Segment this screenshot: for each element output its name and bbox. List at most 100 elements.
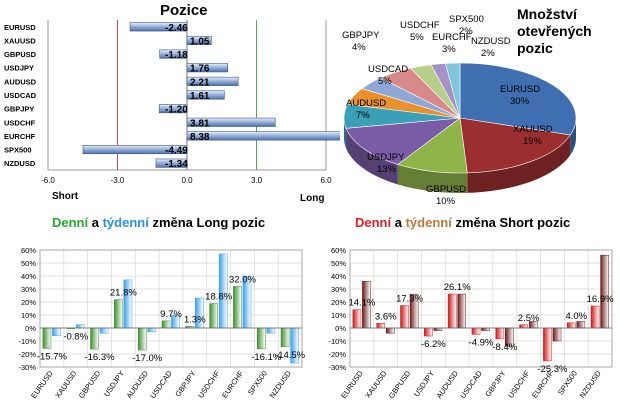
pie-slice-label: GBPUSD	[426, 184, 466, 195]
long-title-part: Denní	[52, 215, 89, 230]
positions-category-label: XAUUSD	[4, 36, 36, 45]
long-value-label: 32.0%	[229, 274, 256, 285]
pie-slice-pct: 7%	[356, 110, 370, 121]
positions-category-label: GBPJPY	[4, 105, 34, 114]
long-bar	[75, 324, 85, 329]
short-bar	[600, 254, 609, 329]
long-title-part: týdenní	[102, 215, 149, 230]
short-ytick-label: 20%	[331, 298, 346, 307]
positions-bar	[159, 49, 188, 59]
positions-tick-label: 3.0	[251, 176, 263, 185]
short-value-label: 2.5%	[518, 313, 540, 324]
positions-title: Pozice	[160, 2, 208, 19]
long-value-label: -14.5%	[275, 350, 306, 361]
long-ytick-label: 20%	[21, 298, 36, 307]
short-category-label: AUDUSD	[434, 369, 460, 401]
short-value-label: 3.6%	[375, 311, 397, 322]
long-change-title: Denní a týdenní změna Long pozic	[52, 215, 265, 230]
long-bar	[90, 327, 99, 350]
short-category-label: GBPJPY	[483, 369, 507, 398]
pie-slice-pct: 19%	[523, 136, 543, 147]
short-value-label: -4.9%	[469, 337, 494, 348]
pie-slice-label: USDCAD	[368, 64, 408, 75]
pie-slice	[459, 117, 571, 174]
short-value-label: -8.4%	[492, 342, 517, 353]
long-bar	[209, 303, 218, 329]
short-category-label: NZDUSD	[578, 369, 604, 400]
long-category-label: SPX500	[246, 369, 269, 397]
long-category-label: EURCHF	[220, 369, 246, 400]
short-category-label: USDCAD	[458, 369, 484, 401]
short-change-chart: 60% 50% 40% 30% 20% 10% 0% -10% -20% -30% 14.1% EUR…	[328, 246, 614, 401]
long-ytick-label: -10%	[18, 337, 36, 346]
pie-slice-pct: 13%	[377, 164, 397, 175]
short-value-label: 17.3%	[396, 294, 423, 305]
positions-category-label: AUDUSD	[4, 77, 37, 86]
short-bar	[566, 322, 576, 329]
positions-tick-label: -6.0	[41, 176, 55, 185]
pie-slice-label: XAUUSD	[513, 124, 553, 135]
positions-value-label: -2.46	[165, 23, 188, 34]
pie-slice	[459, 62, 577, 136]
positions-bar	[158, 104, 188, 114]
positions-bar	[129, 22, 188, 32]
short-ytick-label: -10%	[328, 337, 346, 346]
short-title-part: a	[391, 215, 406, 230]
pie-slice-pct: 2%	[459, 26, 473, 37]
pie-panel: Množství otevřených pozic EURUSD 30% XAUUS…	[330, 0, 620, 210]
positions-bar	[186, 90, 225, 100]
positions-value-label: 1.05	[190, 36, 210, 47]
long-ytick-label: 10%	[21, 311, 36, 320]
pie-slice-side	[344, 118, 347, 149]
short-ytick-label: 0%	[335, 324, 346, 333]
long-bar	[99, 327, 109, 334]
positions-value-label: -1.20	[165, 105, 188, 116]
positions-category-label: EURCHF	[4, 132, 36, 141]
short-change-title: Denní a týdenní změna Short pozic	[355, 215, 570, 230]
pie-slice-pct: 10%	[436, 196, 456, 207]
positions-value-label: -1.18	[165, 50, 188, 61]
positions-bar	[186, 76, 239, 86]
long-value-label: 9.7%	[160, 309, 182, 320]
pie-slice	[445, 62, 461, 119]
short-frame	[349, 249, 613, 368]
long-bar	[114, 299, 123, 329]
short-bar	[352, 309, 362, 329]
pie-slice-side	[467, 134, 571, 193]
long-ytick-label: 40%	[21, 272, 36, 281]
short-ytick-label: -20%	[328, 350, 346, 359]
short-ytick-label: 60%	[331, 246, 346, 255]
long-bar	[256, 327, 266, 350]
pie-slice-pct: 30%	[510, 96, 530, 107]
positions-category-label: SPX500	[4, 146, 32, 155]
short-value-label: -25.3%	[537, 364, 568, 375]
positions-value-label: 1.76	[190, 64, 210, 75]
long-bar	[280, 327, 290, 348]
positions-panel: Pozice EURUSD -2.46 XAUUSD 1.05 GBPUSD -1.18 U…	[0, 0, 340, 205]
positions-xlabel-short: Short	[52, 191, 79, 202]
short-bar	[590, 305, 600, 329]
short-bar	[576, 321, 586, 329]
pie-slice-label: USDCHF	[400, 20, 440, 31]
positions-category-label: EURUSD	[4, 23, 36, 32]
long-bar	[233, 286, 242, 329]
short-value-label: 16.9%	[587, 294, 614, 305]
positions-category-label: USDCAD	[4, 91, 37, 100]
long-ytick-label: 50%	[21, 259, 36, 268]
long-title-part: a	[88, 215, 103, 230]
long-title-part: změna Long pozic	[148, 215, 266, 230]
long-frame	[39, 249, 303, 368]
positions-bar	[186, 63, 229, 73]
long-category-label: GBPUSD	[77, 369, 103, 401]
short-bar	[400, 305, 409, 329]
long-ytick-label: 30%	[21, 285, 36, 294]
short-title-part: Denní	[355, 215, 392, 230]
positions-value-label: -4.49	[165, 146, 188, 157]
short-value-label: -6.2%	[421, 339, 446, 350]
pie-title-line-2: otevřených	[517, 23, 592, 39]
long-value-label: -0.8%	[63, 332, 88, 343]
long-value-label: -15.7%	[37, 351, 68, 362]
positions-value-label: -1.34	[165, 159, 188, 170]
long-bar	[266, 327, 276, 334]
short-bar	[376, 323, 386, 329]
